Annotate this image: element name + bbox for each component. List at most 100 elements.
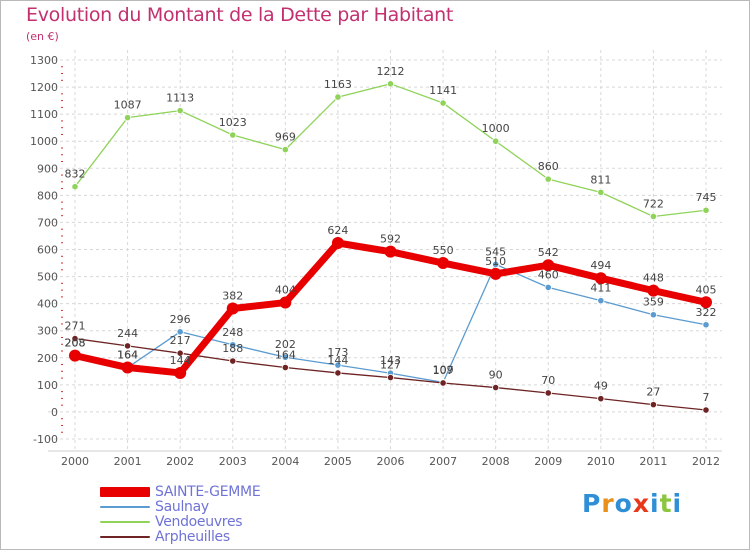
- data-label-arpheuilles: 244: [117, 327, 138, 340]
- data-label-vendoeuvres: 969: [275, 131, 296, 144]
- data-point-vendoeuvres: [649, 212, 658, 221]
- data-label-saulnay: 545: [485, 245, 506, 258]
- legend-swatch-vendoeuvres: [100, 521, 150, 523]
- data-label-vendoeuvres: 1113: [166, 92, 194, 105]
- data-point-vendoeuvres: [281, 146, 289, 154]
- data-label-sainte-gemme: 542: [538, 246, 559, 259]
- data-point-sainte-gemme: [647, 284, 660, 297]
- data-label-sainte-gemme: 624: [327, 224, 348, 237]
- data-label-sainte-gemme: 592: [380, 233, 401, 246]
- data-point-vendoeuvres: [702, 206, 710, 214]
- proxiti-logo: Proxiti: [582, 489, 682, 518]
- data-point-sainte-gemme: [437, 257, 450, 270]
- x-tick-label: 2012: [692, 455, 720, 468]
- data-label-arpheuilles: 49: [594, 380, 608, 393]
- logo-letter: t: [659, 489, 673, 518]
- data-label-saulnay: 109: [433, 363, 454, 376]
- data-label-saulnay: 248: [222, 326, 243, 339]
- data-label-vendoeuvres: 1163: [324, 78, 352, 91]
- data-point-sainte-gemme: [121, 361, 134, 374]
- y-tick-label: 600: [37, 244, 58, 257]
- legend-swatch-arpheuilles: [100, 536, 150, 538]
- data-label-sainte-gemme: 382: [222, 290, 243, 303]
- y-tick-label: 700: [37, 216, 58, 229]
- y-tick-label: 0: [51, 406, 58, 419]
- data-point-vendoeuvres: [229, 131, 237, 139]
- data-point-saulnay: [544, 283, 552, 291]
- y-tick-label: 1200: [30, 81, 58, 94]
- data-label-vendoeuvres: 1023: [219, 116, 247, 129]
- data-label-saulnay: 143: [380, 354, 401, 367]
- y-tick-label: 300: [37, 325, 58, 338]
- data-point-arpheuilles: [229, 357, 237, 365]
- data-label-arpheuilles: 7: [703, 391, 710, 404]
- data-label-vendoeuvres: 1000: [482, 122, 510, 135]
- chart-title: Evolution du Montant de la Dette par Hab…: [26, 4, 454, 26]
- data-label-arpheuilles: 70: [541, 374, 555, 387]
- data-point-sainte-gemme: [542, 259, 555, 272]
- data-point-arpheuilles: [334, 369, 342, 377]
- data-label-vendoeuvres: 1087: [114, 99, 142, 112]
- y-tick-label: 800: [37, 189, 58, 202]
- data-point-arpheuilles: [544, 389, 552, 397]
- legend-item-sainte-gemme: SAINTE-GEMME: [100, 484, 320, 500]
- legend-label-sainte-gemme: SAINTE-GEMME: [155, 484, 261, 500]
- data-point-vendoeuvres: [439, 99, 447, 107]
- data-point-sainte-gemme: [174, 366, 187, 379]
- data-point-sainte-gemme: [331, 237, 344, 250]
- data-label-sainte-gemme: 404: [275, 284, 296, 297]
- logo-letter: i: [650, 489, 660, 518]
- data-label-saulnay: 202: [275, 338, 296, 351]
- data-label-saulnay: 460: [538, 268, 559, 281]
- data-label-saulnay: 359: [643, 296, 664, 309]
- data-label-arpheuilles: 217: [170, 334, 191, 347]
- data-label-vendoeuvres: 1141: [429, 84, 457, 97]
- data-point-arpheuilles: [386, 373, 395, 382]
- legend-item-saulnay: Saulnay: [100, 499, 320, 515]
- data-point-arpheuilles: [702, 406, 710, 414]
- data-point-arpheuilles: [439, 379, 447, 387]
- data-label-saulnay: 164: [117, 349, 138, 362]
- data-label-vendoeuvres: 860: [538, 160, 559, 173]
- data-point-arpheuilles: [176, 349, 184, 357]
- data-point-vendoeuvres: [597, 188, 605, 196]
- x-tick-label: 2000: [61, 455, 89, 468]
- logo-letter: o: [614, 489, 633, 518]
- data-point-sainte-gemme: [489, 267, 502, 280]
- data-point-saulnay: [334, 361, 342, 369]
- data-point-arpheuilles: [281, 363, 289, 372]
- data-label-saulnay: 322: [696, 306, 717, 319]
- y-tick-label: 900: [37, 162, 58, 175]
- legend-label-saulnay: Saulnay: [155, 499, 209, 515]
- data-label-sainte-gemme: 494: [590, 259, 611, 272]
- x-tick-label: 2003: [219, 455, 247, 468]
- data-point-vendoeuvres: [334, 93, 342, 101]
- legend-label-vendoeuvres: Vendoeuvres: [155, 514, 243, 530]
- data-point-vendoeuvres: [492, 137, 500, 145]
- y-tick-label: 100: [37, 379, 58, 392]
- data-label-arpheuilles: 90: [489, 369, 503, 382]
- data-label-saulnay: 411: [590, 282, 611, 295]
- data-label-saulnay: 173: [327, 346, 348, 359]
- data-label-sainte-gemme: 405: [696, 283, 717, 296]
- data-label-arpheuilles: 107: [433, 364, 454, 377]
- data-point-vendoeuvres: [544, 175, 552, 183]
- logo-letter: P: [582, 489, 602, 518]
- data-label-sainte-gemme: 550: [433, 244, 454, 257]
- y-tick-label: 400: [37, 298, 58, 311]
- y-tick-label: 1000: [30, 135, 58, 148]
- data-label-vendoeuvres: 745: [696, 191, 717, 204]
- data-point-saulnay: [597, 297, 605, 305]
- data-point-vendoeuvres: [176, 107, 184, 115]
- data-label-vendoeuvres: 811: [590, 173, 611, 186]
- data-point-sainte-gemme: [226, 302, 239, 315]
- y-tick-label: 200: [37, 352, 58, 365]
- data-point-vendoeuvres: [123, 114, 132, 122]
- legend-label-arpheuilles: Arpheuilles: [155, 529, 230, 545]
- x-tick-label: 2011: [639, 455, 667, 468]
- data-point-arpheuilles: [492, 383, 500, 392]
- legend-item-arpheuilles: Arpheuilles: [100, 529, 320, 545]
- data-label-saulnay: 296: [170, 313, 191, 326]
- data-point-sainte-gemme: [279, 296, 292, 309]
